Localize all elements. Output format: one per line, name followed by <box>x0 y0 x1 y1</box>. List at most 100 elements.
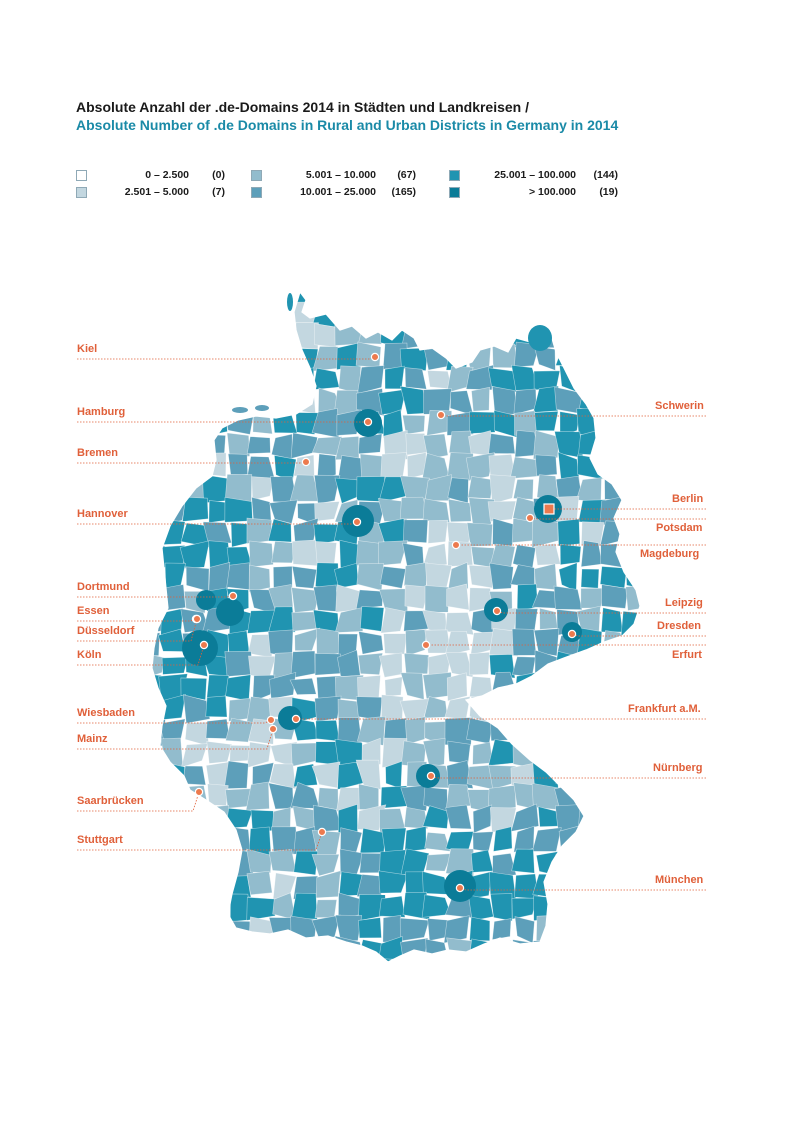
district-region <box>248 292 274 304</box>
district-region <box>575 936 602 962</box>
district-region <box>158 961 188 962</box>
district-region <box>152 389 164 415</box>
leader-line-kiel <box>77 356 376 360</box>
district-region <box>487 784 517 812</box>
district-region <box>402 414 426 435</box>
district-region <box>650 413 670 435</box>
district-region <box>648 963 669 985</box>
district-region <box>619 826 640 852</box>
district-region <box>446 583 470 611</box>
district-region <box>184 721 210 747</box>
legend-item-3: 5.001 – 10.000 (67) <box>251 168 416 182</box>
district-region <box>161 409 183 436</box>
district-region <box>599 891 629 921</box>
district-region <box>184 848 207 878</box>
district-region <box>534 454 558 477</box>
district-region <box>357 804 387 831</box>
district-region <box>558 937 578 962</box>
district-region <box>511 694 538 724</box>
district-region <box>356 715 386 746</box>
legend-count-5: (144) <box>593 169 618 181</box>
district-region <box>555 716 583 746</box>
district-region <box>575 739 606 767</box>
district-region <box>289 677 317 695</box>
district-region <box>539 607 558 630</box>
district-region <box>600 874 626 901</box>
district-region <box>159 342 188 373</box>
legend-item-1: 0 – 2.500 (0) <box>76 168 225 182</box>
district-region <box>642 783 671 810</box>
district-region <box>248 540 274 568</box>
district-region <box>271 320 295 348</box>
district-region <box>444 630 471 657</box>
district-region <box>271 540 299 564</box>
district-region <box>622 873 640 898</box>
city-label-koeln: Köln <box>77 649 102 661</box>
district-region <box>207 847 232 871</box>
district-region <box>204 320 231 349</box>
city-label-berlin: Berlin <box>672 493 704 505</box>
map-title-english: Absolute Number of .de Domains in Rural … <box>76 117 619 133</box>
district-region <box>180 743 209 768</box>
district-region <box>180 677 208 701</box>
district-region <box>513 299 536 323</box>
city-label-mainz: Mainz <box>77 733 108 745</box>
district-region <box>378 652 403 678</box>
district-region <box>160 455 187 481</box>
district-region <box>600 321 627 346</box>
district-region <box>555 764 583 787</box>
district-region <box>163 808 185 830</box>
district-region <box>624 914 640 941</box>
city-marker-saarbruecken <box>194 787 204 797</box>
district-region <box>405 629 427 657</box>
city-marker-hamburg <box>363 417 373 427</box>
city-marker-wiesbaden <box>266 715 276 725</box>
district-region <box>599 496 628 526</box>
district-region <box>185 566 210 592</box>
legend-swatch-5 <box>449 169 460 181</box>
district-region <box>162 826 184 854</box>
district-region <box>558 965 583 985</box>
district-region <box>625 785 640 809</box>
district-region <box>291 565 317 589</box>
urban-district <box>196 590 216 610</box>
district-region <box>181 319 205 351</box>
district-region <box>644 811 667 832</box>
district-region <box>443 915 470 944</box>
district-region <box>601 584 629 609</box>
district-region <box>226 345 254 372</box>
district-region <box>493 826 513 852</box>
district-region <box>620 633 640 654</box>
district-region <box>423 321 449 344</box>
district-region <box>246 870 273 896</box>
district-region <box>532 938 561 962</box>
leader-line-duesseldorf <box>77 618 198 642</box>
district-region <box>620 370 640 395</box>
district-region <box>402 292 430 307</box>
district-region <box>622 475 640 502</box>
district-region <box>313 584 339 613</box>
district-region <box>404 367 427 390</box>
city-label-wiesbaden: Wiesbaden <box>77 707 135 719</box>
leader-line-bremen <box>77 461 307 464</box>
city-label-dresden: Dresden <box>657 620 702 632</box>
district-region <box>600 607 624 633</box>
city-marker-bremen <box>301 457 311 467</box>
district-region <box>180 457 209 482</box>
district-region <box>334 607 364 633</box>
district-region <box>269 345 293 366</box>
district-region <box>533 345 556 371</box>
district-region <box>407 300 426 325</box>
district-region <box>207 341 227 372</box>
district-region <box>532 430 560 460</box>
district-region <box>604 369 624 389</box>
district-region <box>600 958 629 962</box>
island-sylt <box>287 293 293 311</box>
district-region <box>152 408 164 437</box>
district-region <box>514 671 538 696</box>
district-region <box>152 292 166 306</box>
district-region <box>152 608 164 635</box>
district-region <box>469 959 496 962</box>
district-region <box>208 367 231 390</box>
district-region <box>225 303 249 327</box>
